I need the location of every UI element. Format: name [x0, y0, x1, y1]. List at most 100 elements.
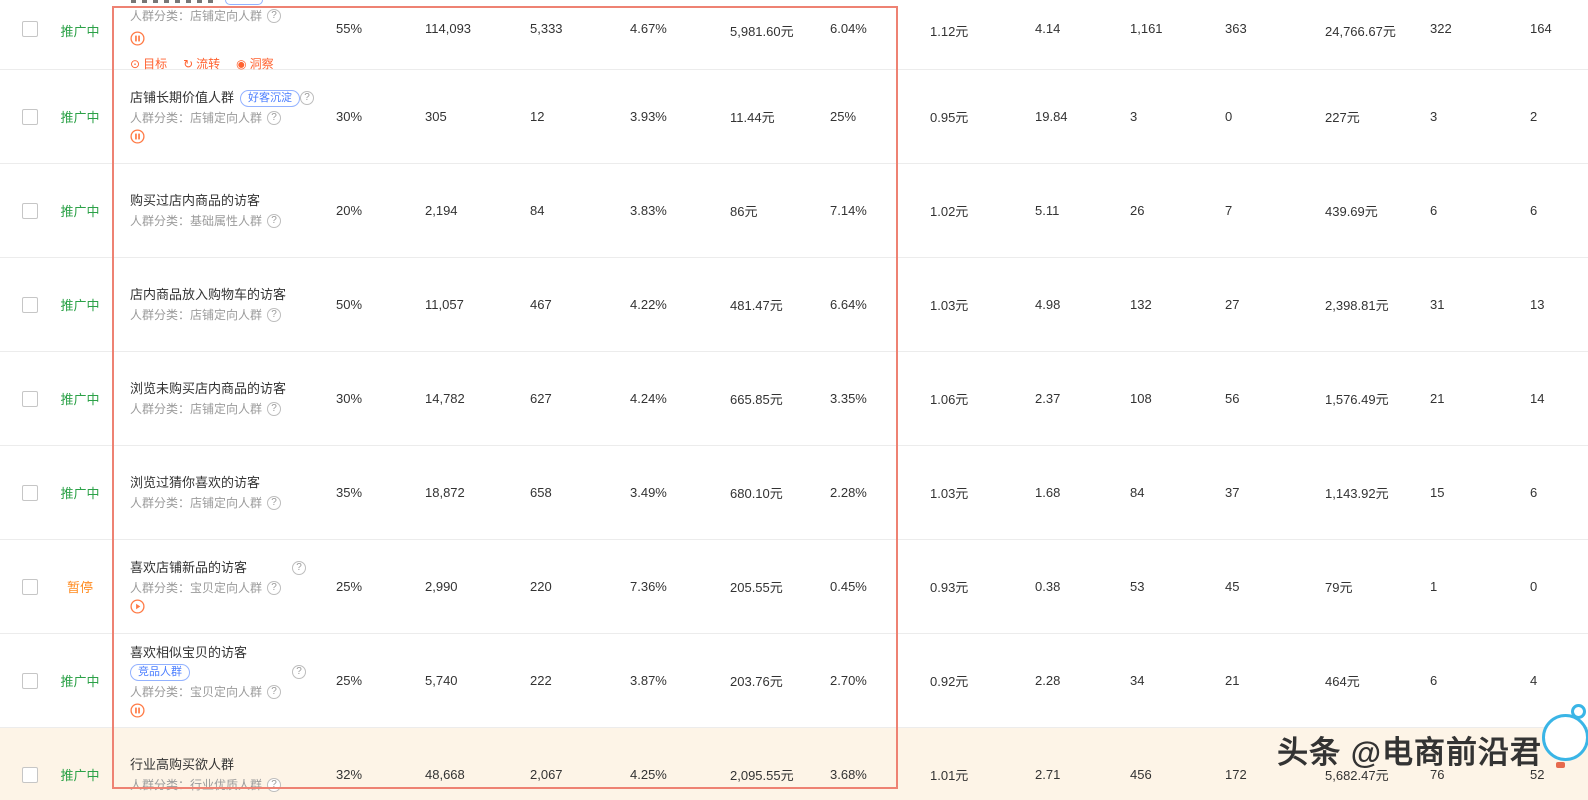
audience-name[interactable]: 店内商品放入购物车的访客 — [130, 286, 287, 302]
pause-button[interactable] — [130, 129, 306, 144]
metric-value: 14,782 — [425, 391, 465, 406]
row-checkbox[interactable] — [22, 21, 38, 37]
watermark-logo-icon — [1542, 704, 1588, 770]
status-cell: 暂停 — [58, 540, 112, 633]
audience-category-line: 人群分类：宝贝定向人群 ? — [130, 683, 306, 701]
metric-value: 32% — [336, 767, 363, 782]
help-icon[interactable]: ? — [267, 777, 282, 792]
help-icon[interactable]: ? — [300, 91, 315, 105]
metric-value: 4.22% — [630, 297, 667, 312]
row-checkbox[interactable] — [22, 766, 38, 783]
audience-name[interactable]: 购买过店内商品的访客 — [130, 192, 261, 208]
help-icon[interactable]: ? — [292, 665, 306, 679]
metric-value: 665.85元 — [730, 392, 783, 407]
row-checkbox[interactable] — [22, 390, 38, 407]
metric-value: 203.76元 — [730, 674, 783, 689]
metric-value: 2,067 — [530, 767, 563, 782]
metric-value: 3.68% — [830, 767, 867, 782]
metric-value: 4.25% — [630, 767, 667, 782]
help-icon[interactable]: ? — [267, 213, 282, 228]
action-target[interactable]: ⊙ 目标 — [130, 56, 168, 72]
metric-value: 114,093 — [425, 21, 472, 36]
eye-icon: ◉ — [236, 56, 247, 71]
help-icon[interactable]: ? — [267, 307, 282, 322]
metric-value: 20% — [336, 203, 363, 218]
row-checkbox[interactable] — [22, 108, 38, 125]
help-icon[interactable]: ? — [267, 581, 282, 595]
status-badge: 推广中 — [60, 768, 100, 783]
audience-category-line: 人群分类：行业优质人群 ? — [130, 776, 306, 794]
metric-value: 3.93% — [630, 109, 667, 124]
metric-value: 464元 — [1325, 674, 1360, 689]
metric-value: 1.06元 — [930, 392, 969, 407]
row-checkbox[interactable] — [22, 202, 38, 219]
metric-value: 456 — [1130, 767, 1152, 782]
status-badge: 暂停 — [66, 580, 93, 595]
metric-value: 76 — [1430, 767, 1445, 782]
metric-value: 4.98 — [1035, 297, 1061, 312]
magnifier-ring-icon — [1542, 714, 1588, 761]
help-icon[interactable]: ? — [267, 401, 282, 416]
audience-cell: 店内商品放入购物车的访客 人群分类：店铺定向人群 ? — [112, 258, 330, 351]
audience-category: 人群分类：店铺定向人群 — [130, 495, 263, 510]
table-row: 推广中 店铺长期价值人群 好客沉淀 ? 人群分类：店铺定向人群 ? 30% 305… — [0, 70, 1588, 164]
metric-value: 1,576.49元 — [1325, 392, 1389, 407]
metric-value: 1.68 — [1035, 485, 1061, 500]
metric-value: 2,398.81元 — [1325, 298, 1389, 313]
metric-value: 34 — [1130, 673, 1145, 688]
audience-name[interactable]: 浏览过猜你喜欢的访客 — [130, 474, 261, 490]
help-icon[interactable]: ? — [292, 561, 306, 575]
metric-value: 0.95元 — [930, 110, 969, 125]
metric-value: 680.10元 — [730, 486, 783, 501]
metric-value: 30% — [336, 391, 363, 406]
row-checkbox[interactable] — [22, 672, 38, 689]
play-icon — [130, 599, 145, 614]
audience-category: 人群分类：店铺定向人群 — [130, 401, 263, 416]
play-button[interactable] — [130, 599, 306, 614]
help-icon[interactable]: ? — [267, 495, 282, 510]
audience-cell: 店铺长期价值人群 好客沉淀 ? 人群分类：店铺定向人群 ? — [112, 70, 330, 163]
audience-name-line: 行业高购买欲人群 — [130, 756, 306, 774]
audience-category: 人群分类：店铺定向人群 — [130, 111, 263, 125]
row-checkbox[interactable] — [22, 296, 38, 313]
metric-value: 21 — [1225, 673, 1240, 688]
help-icon[interactable]: ? — [267, 684, 282, 699]
checkbox-cell — [0, 0, 58, 72]
table-row: 推广中 浏览过猜你喜欢的访客 人群分类：店铺定向人群 ? 35% 18,872 65… — [0, 446, 1588, 540]
metric-value: 1,161 — [1130, 21, 1163, 36]
status-badge: 推广中 — [60, 674, 100, 689]
metric-value: 5,740 — [425, 673, 458, 688]
action-eye[interactable]: ◉ 洞察 — [236, 56, 274, 72]
metric-value: 627 — [530, 391, 552, 406]
audience-name-line: 浏览过猜你喜欢的访客 — [130, 474, 306, 492]
metric-value: 84 — [530, 203, 545, 218]
magnifier-tail-icon — [1556, 762, 1565, 768]
metric-value: 15 — [1430, 485, 1445, 500]
metric-value: 2,194 — [425, 203, 458, 218]
metric-value: 132 — [1130, 297, 1152, 312]
help-icon[interactable]: ? — [267, 111, 282, 125]
action-loop[interactable]: ↻ 流转 — [183, 56, 221, 72]
metric-value: 3.87% — [630, 673, 667, 688]
metric-value: 45 — [1225, 579, 1240, 594]
metric-value: 21 — [1430, 391, 1445, 406]
metric-value: 30% — [336, 109, 363, 124]
metric-value: 52 — [1530, 767, 1545, 782]
help-icon[interactable]: ? — [267, 9, 282, 23]
metric-value: 27 — [1225, 297, 1240, 312]
pause-button[interactable] — [130, 31, 306, 46]
audience-name[interactable]: 行业高购买欲人群 — [130, 756, 235, 772]
pause-button[interactable] — [130, 702, 306, 718]
metric-value: 205.55元 — [730, 580, 783, 595]
audience-name[interactable]: 喜欢相似宝贝的访客 — [130, 644, 248, 660]
audience-name[interactable]: 喜欢店铺新品的访客 — [130, 560, 248, 575]
checkbox-cell — [0, 728, 58, 800]
metric-value: 5,981.60元 — [730, 24, 794, 39]
row-checkbox[interactable] — [22, 578, 38, 595]
audience-name[interactable]: 店铺长期价值人群 — [130, 90, 235, 105]
row-checkbox[interactable] — [22, 484, 38, 501]
checkbox-cell — [0, 70, 58, 163]
table-row: 推广中 人群分类：店铺定向人群 ? ⊙ 目标 ↻ 流转 ◉ 洞察 55% 114,093 5,… — [0, 0, 1588, 72]
metric-value: 108 — [1130, 391, 1152, 406]
audience-name[interactable]: 浏览未购买店内商品的访客 — [130, 380, 287, 396]
